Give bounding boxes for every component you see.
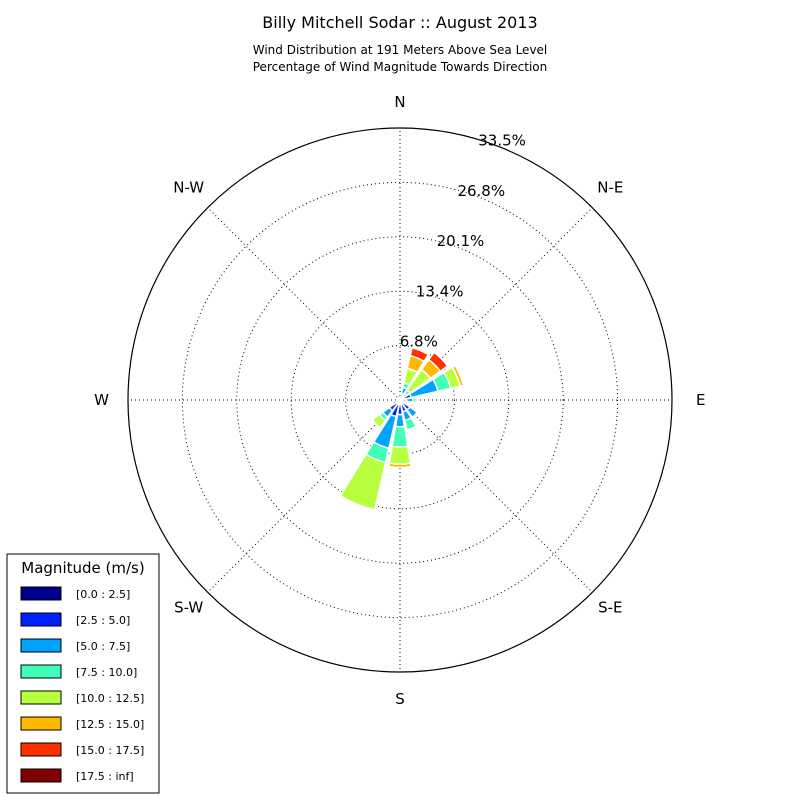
legend-label: [0.0 : 2.5] [76,588,130,601]
direction-label: N-E [597,179,623,197]
ring-label: 13.4% [416,282,464,300]
wind-bar-segment [396,397,400,401]
legend-swatch [20,768,62,783]
wind-bar-segment [411,346,430,356]
wind-bar-segment [391,425,409,448]
wind-bar-segment [406,425,418,432]
wind-bar-segment [370,418,382,430]
legend-label: [7.5 : 10.0] [76,666,137,679]
legend-label: [12.5 : 15.0] [76,718,144,731]
direction-label: E [696,391,705,409]
legend-label: [15.0 : 17.5] [76,744,144,757]
direction-label: S-E [598,598,622,616]
legend-swatch [20,664,62,679]
ring-label: 33.5% [478,132,526,150]
wind-bar-segment [427,351,449,373]
legend-swatch [20,742,62,757]
direction-label: S [395,690,405,708]
legend-swatch [20,586,62,601]
legend-label: [17.5 : inf] [76,770,134,783]
wind-sector [396,397,401,401]
wind-bar-segment [391,400,395,406]
outer-ring [127,127,673,673]
legend-label: [10.0 : 12.5] [76,692,144,705]
axis-labels: N N-E E S-E S S-W W N-W 6.8% 13.4% 20.1% 26.8% 33.5% [94,93,705,708]
wind-sector [399,346,430,401]
wind-sector [391,399,401,406]
wind-bar-segment [411,411,419,419]
wind-bar-segment [388,445,412,465]
legend: Magnitude (m/s) [0.0 : 2.5] [2.5 : 5.0] [5… [6,553,160,794]
chart-title: Billy Mitchell Sodar :: August 2013 [262,13,537,32]
wind-sector [399,396,418,404]
grid-ring [181,181,619,619]
wind-bar-segment [415,396,418,404]
wind-bar-segment [338,494,376,512]
legend-swatch [20,612,62,627]
legend-label: [5.0 : 7.5] [76,640,130,653]
grid-ring [345,345,455,455]
wind-rose-bars [338,346,465,512]
wind-sector [338,399,401,512]
direction-label: N [394,93,405,111]
wind-sector [399,351,449,401]
direction-label: N-W [173,179,204,197]
ring-label: 26.8% [457,182,505,200]
wind-bar-segment [339,453,387,511]
grid-spoke [207,399,401,593]
wind-bar-segment [388,462,412,469]
legend-swatch [20,690,62,705]
legend-swatch [20,638,62,653]
direction-label: W [94,391,109,409]
ring-label: 20.1% [437,232,485,250]
chart-subtitle-line-2: Percentage of Wind Magnitude Towards Dir… [253,60,547,74]
legend-swatch [20,716,62,731]
legend-label: [2.5 : 5.0] [76,614,130,627]
grid-spoke [399,207,593,401]
wind-bar-segment [405,396,414,404]
grid-ring [236,236,564,564]
grid-spoke [399,399,593,593]
wind-bar-segment [451,364,465,388]
chart-subtitle-line-1: Wind Distribution at 191 Meters Above Se… [253,43,548,57]
grid-spoke [207,207,401,401]
ring-label: 6.8% [400,333,438,351]
legend-title: Magnitude (m/s) [21,559,144,577]
polar-grid [127,127,673,673]
wind-sector [370,399,401,430]
direction-label: S-W [174,598,203,616]
